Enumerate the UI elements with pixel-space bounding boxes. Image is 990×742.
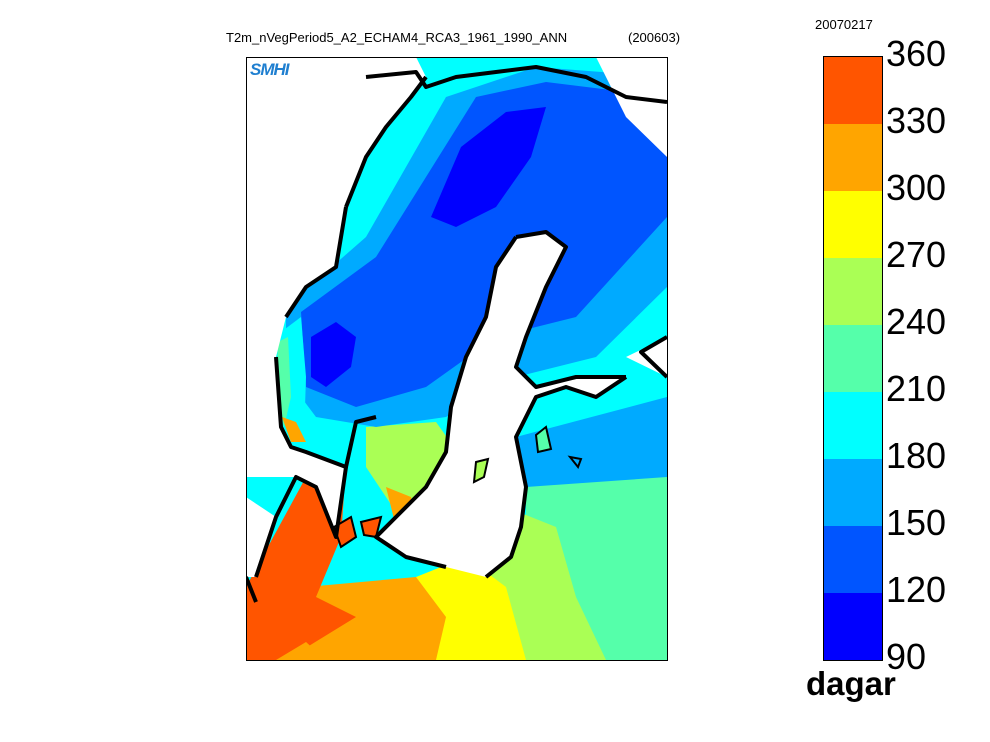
colorbar-band-300-330: [824, 124, 882, 191]
colorbar-tick: 180: [886, 435, 947, 476]
colorbar-tick: 150: [886, 502, 947, 543]
colorbar-tick: 270: [886, 234, 947, 275]
colorbar-tick: 90: [886, 636, 927, 677]
colorbar-unit: dagar: [806, 665, 896, 702]
date-stamp: 20070217: [815, 17, 873, 32]
colorbar-band-270-300: [824, 191, 882, 258]
colorbar-tick: 300: [886, 167, 947, 208]
colorbar-band-210-240: [824, 325, 882, 392]
colorbar-band-180-210: [824, 392, 882, 459]
run-code: (200603): [628, 30, 681, 45]
colorbar-band-120-150: [824, 526, 882, 593]
map-panel: [246, 57, 667, 660]
colorbar-tick: 210: [886, 368, 947, 409]
smhi-logo: SMHI: [250, 60, 289, 79]
scandinavia-contour-map: [246, 57, 667, 660]
colorbar-tick: 240: [886, 301, 947, 342]
colorbar-band-150-180: [824, 459, 882, 526]
baltic-sea: [376, 232, 626, 577]
colorbar: [823, 56, 883, 661]
colorbar-tick: 120: [886, 569, 947, 610]
sea-west: [246, 57, 426, 537]
map-title: T2m_nVegPeriod5_A2_ECHAM4_RCA3_1961_1990…: [226, 30, 568, 45]
colorbar-band-330-360: [824, 57, 882, 124]
colorbar-tick: 360: [886, 33, 947, 74]
colorbar-tick: 330: [886, 100, 947, 141]
colorbar-band-240-270: [824, 258, 882, 325]
colorbar-band-90-120: [824, 593, 882, 660]
